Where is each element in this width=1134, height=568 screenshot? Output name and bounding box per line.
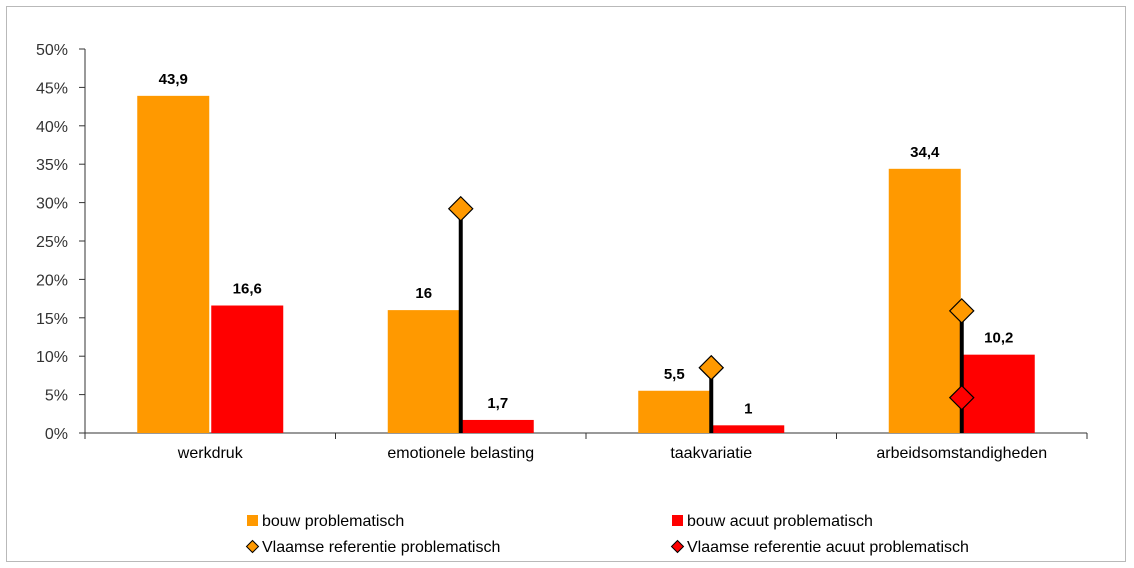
bar <box>962 354 1035 433</box>
x-category-label: arbeidsomstandigheden <box>876 445 1047 462</box>
y-tick-label: 25% <box>36 234 68 251</box>
y-tick-label: 40% <box>36 119 68 136</box>
y-tick-label: 35% <box>36 157 68 174</box>
reference-marker <box>948 298 975 324</box>
reference-marker <box>698 354 725 381</box>
bar <box>387 310 460 433</box>
reference-marker <box>447 195 474 222</box>
bar <box>211 305 284 433</box>
y-tick-label: 5% <box>45 388 68 405</box>
x-category-label: taakvariatie <box>670 445 752 462</box>
y-tick-label: 15% <box>36 311 68 328</box>
legend-swatch <box>672 515 683 526</box>
legend-label: bouw problematisch <box>262 513 404 530</box>
chart-frame: 0% 5% 10% 15% 20% 25% 30% 35% 40% 45% 50% 43,9 16,6 w… <box>6 6 1126 562</box>
legend-swatch <box>247 515 258 526</box>
data-label: 34,4 <box>910 144 940 161</box>
data-label: 1,7 <box>487 395 508 412</box>
y-tick-label: 50% <box>36 42 68 59</box>
bar <box>888 168 961 434</box>
bar <box>137 95 210 434</box>
legend-label: bouw acuut problematisch <box>687 513 873 530</box>
reference-marker <box>948 384 975 411</box>
x-category-label: werkdruk <box>177 445 244 462</box>
data-label: 1 <box>744 400 752 417</box>
legend-swatch <box>670 539 685 554</box>
data-label: 16 <box>415 285 432 302</box>
legend-label: Vlaamse referentie problematisch <box>262 539 500 556</box>
y-tick-label: 0% <box>45 426 68 443</box>
y-tick-label: 45% <box>36 80 68 97</box>
data-label: 10,2 <box>984 330 1013 347</box>
y-tick-label: 30% <box>36 196 68 213</box>
bar <box>461 419 534 433</box>
bar <box>712 425 785 433</box>
legend-swatch <box>245 539 260 554</box>
legend-label: Vlaamse referentie acuut problematisch <box>687 539 969 556</box>
x-category-label: emotionele belasting <box>387 445 534 462</box>
y-tick-label: 20% <box>36 272 68 289</box>
data-label: 43,9 <box>159 71 188 88</box>
data-label: 16,6 <box>233 281 262 298</box>
chart: 0% 5% 10% 15% 20% 25% 30% 35% 40% 45% 50% 43,9 16,6 w… <box>36 42 1088 556</box>
y-tick-label: 10% <box>36 349 68 366</box>
data-label: 5,5 <box>664 366 685 383</box>
bar <box>638 390 711 433</box>
